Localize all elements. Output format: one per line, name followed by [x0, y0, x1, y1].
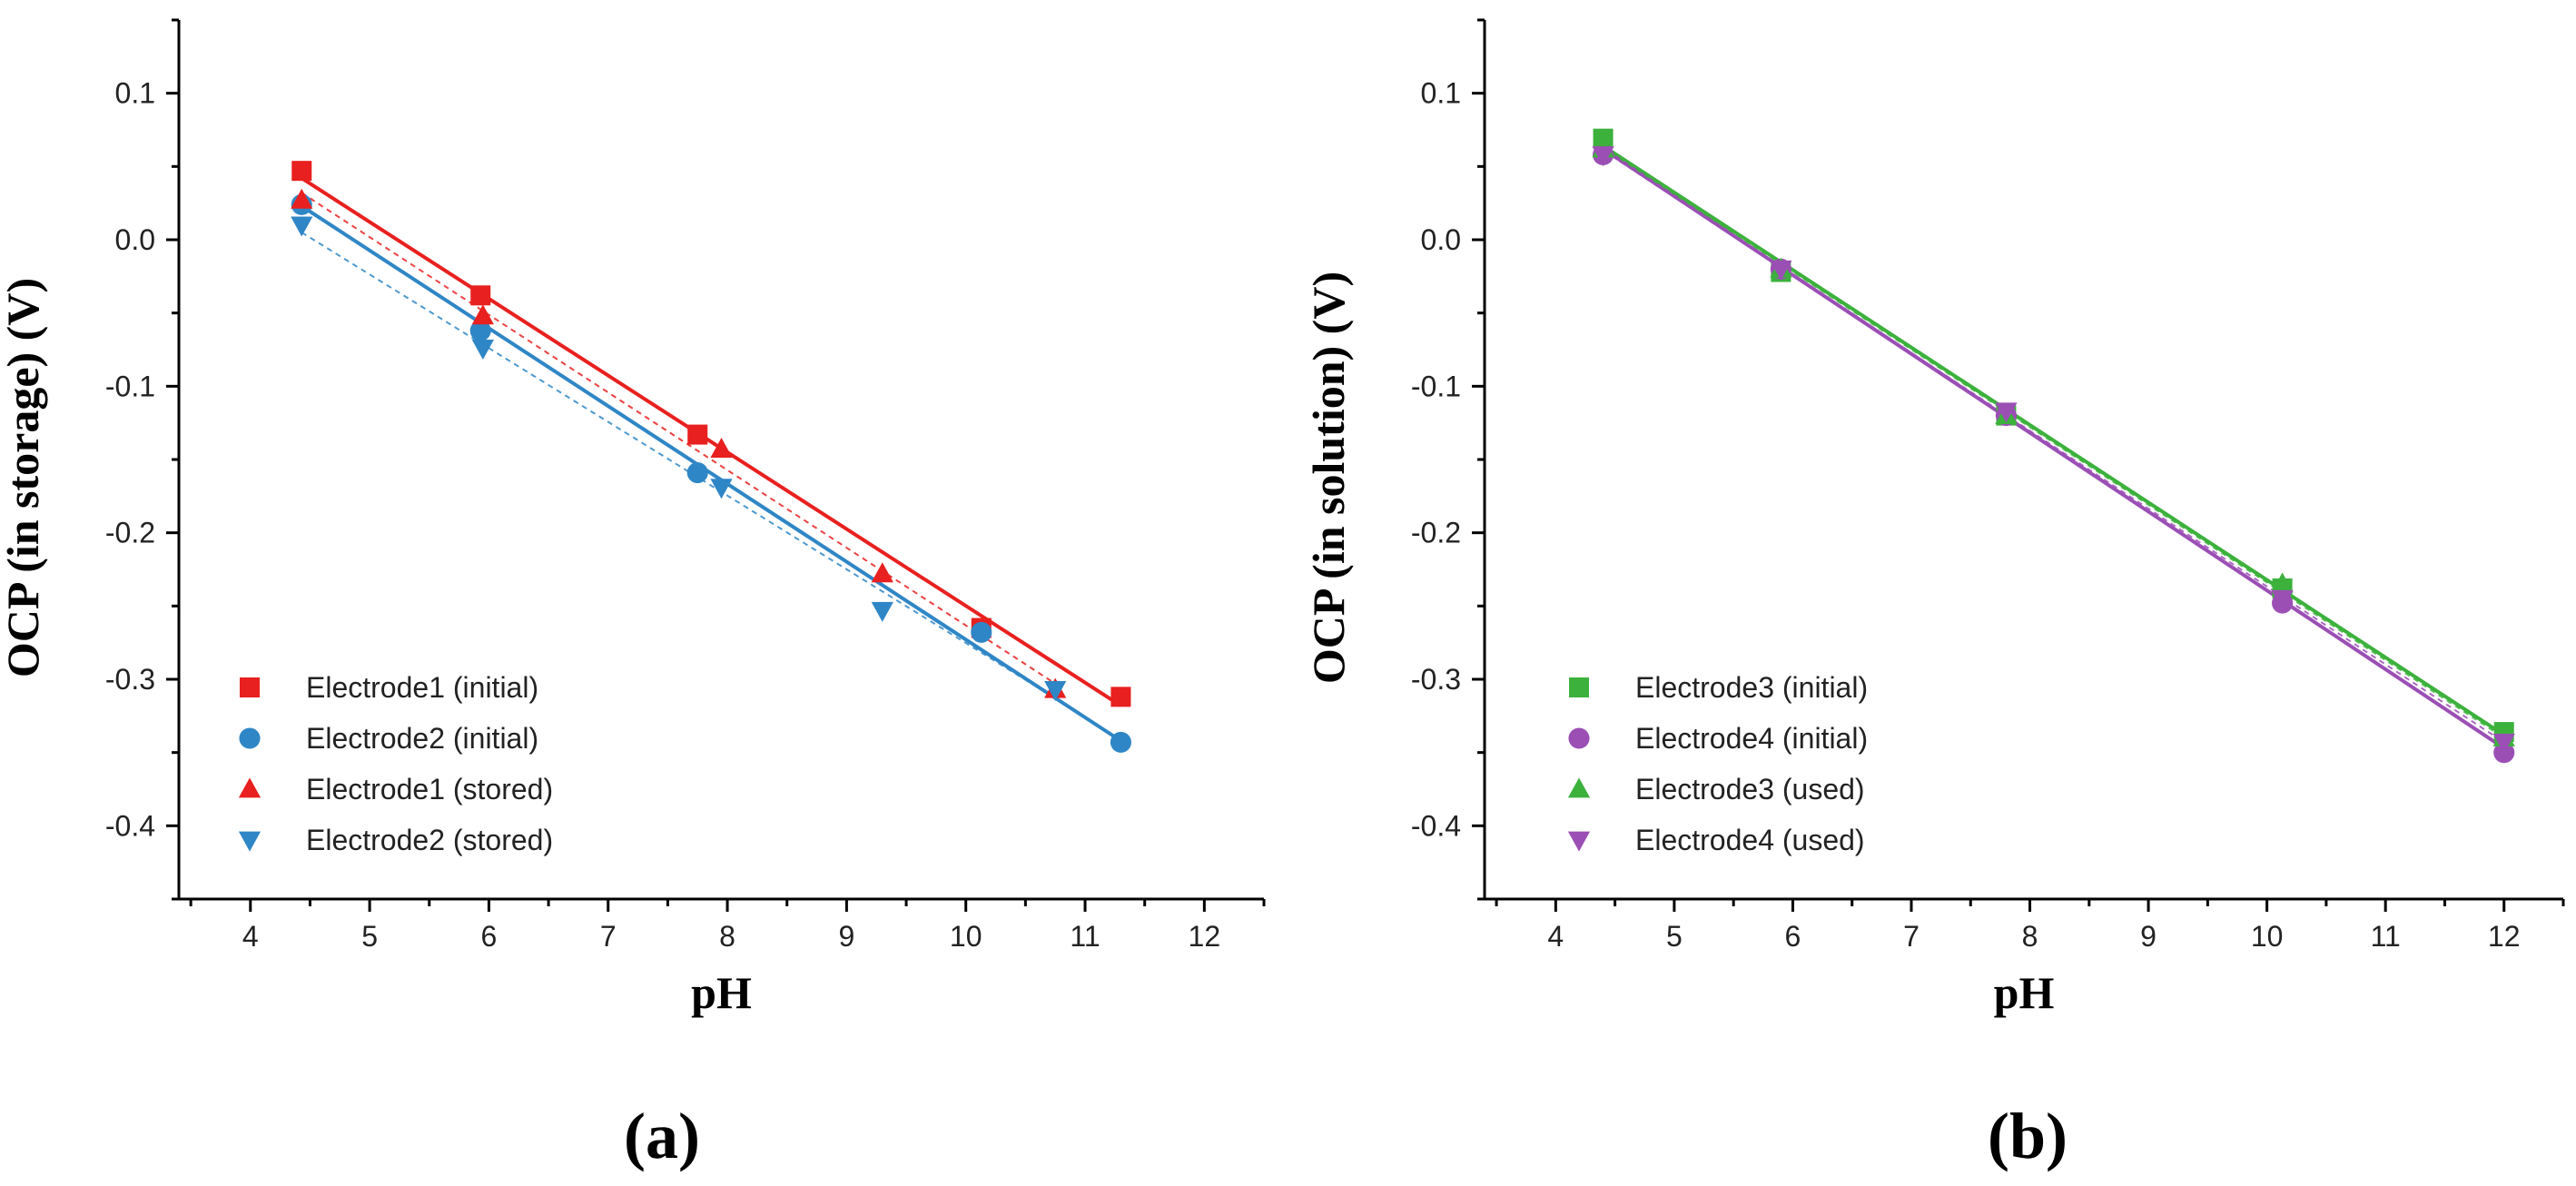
legend-marker — [238, 777, 262, 798]
fit-line — [1603, 149, 2505, 744]
y-tick-label: 0.0 — [1421, 223, 1461, 256]
panel-label: (a) — [624, 1100, 700, 1172]
x-tick-label: 5 — [1666, 920, 1683, 953]
fit-line — [1602, 144, 2505, 736]
legend-label: Electrode3 (used) — [1635, 773, 1865, 805]
x-tick-label: 9 — [2140, 920, 2157, 953]
y-axis-title: OCP (in solution) (V) — [1303, 272, 1354, 684]
fit-line — [301, 192, 1056, 685]
data-point — [1110, 731, 1131, 753]
data-point — [470, 285, 491, 306]
x-tick-label: 7 — [600, 920, 617, 953]
data-point — [871, 601, 893, 622]
legend-marker — [1568, 727, 1590, 749]
legend-marker — [1567, 777, 1591, 798]
x-tick-label: 9 — [838, 920, 854, 953]
data-point — [2271, 572, 2294, 593]
chart-panel-a: 4 5 6 7 8 9 10 11 12 0.1 0.0 -0.1 -0.2 -0.3 -0.4 pH OCP … — [0, 18, 1266, 1172]
legend-label: Electrode2 (stored) — [306, 824, 553, 856]
data-point — [2271, 589, 2294, 610]
fit-line — [301, 204, 1122, 743]
y-tick-label: 0.0 — [115, 223, 155, 256]
data-point — [686, 461, 708, 484]
legend-label: Electrode3 (initial) — [1635, 671, 1868, 704]
legend-label: Electrode4 (used) — [1635, 824, 1865, 856]
x-tick-label: 7 — [1903, 920, 1920, 953]
data-point — [1110, 687, 1131, 707]
y-tick-label: -0.2 — [1411, 517, 1461, 549]
legend-label: Electrode1 (initial) — [306, 671, 538, 704]
y-axis-title: OCP (in storage) (V) — [0, 278, 48, 677]
data-point — [471, 304, 494, 325]
legend-marker — [239, 727, 261, 749]
legend-marker — [238, 831, 262, 852]
data-point — [871, 562, 893, 583]
legend-label: Electrode4 (initial) — [1635, 722, 1868, 755]
data-point — [1770, 260, 1792, 281]
y-tick-label: -0.2 — [105, 517, 155, 549]
data-point — [710, 479, 733, 499]
y-tick-label: 0.1 — [115, 77, 155, 110]
panel-label: (b) — [1988, 1100, 2068, 1172]
data-point — [687, 424, 708, 445]
legend-marker — [240, 677, 260, 697]
data-point — [1044, 680, 1067, 701]
data-point — [291, 216, 313, 237]
data-point — [469, 320, 491, 341]
chart-panel-b: 4 5 6 7 8 9 10 11 12 0.1 0.0 -0.1 -0.2 -0.3 -0.4 pH OCP … — [1303, 18, 2565, 1172]
data-point — [1995, 402, 2018, 423]
legend-marker — [1567, 831, 1591, 852]
x-tick-label: 4 — [242, 920, 259, 953]
y-tick-label: -0.4 — [1411, 809, 1461, 842]
x-axis-title: pH — [691, 967, 752, 1018]
fit-line — [301, 176, 1122, 707]
y-tick-label: -0.4 — [105, 809, 155, 842]
x-tick-label: 8 — [2022, 920, 2038, 953]
data-point — [971, 621, 992, 643]
y-tick-label: -0.1 — [105, 370, 155, 402]
x-tick-label: 10 — [2251, 920, 2284, 953]
fit-line — [301, 232, 1056, 699]
x-tick-label: 5 — [361, 920, 378, 953]
data-point — [291, 161, 312, 182]
legend-label: Electrode2 (initial) — [306, 722, 538, 755]
y-tick-label: -0.3 — [105, 663, 155, 696]
legend-marker — [1569, 677, 1589, 697]
x-tick-label: 12 — [1189, 920, 1221, 953]
x-tick-label: 6 — [1785, 920, 1801, 953]
data-point — [710, 438, 733, 459]
data-point — [2492, 734, 2515, 755]
x-tick-label: 6 — [481, 920, 498, 953]
data-point — [291, 188, 313, 209]
x-tick-label: 4 — [1547, 920, 1564, 953]
y-tick-label: -0.1 — [1411, 370, 1461, 402]
x-tick-label: 11 — [1070, 920, 1100, 953]
data-point — [1592, 146, 1614, 167]
fit-line — [1603, 146, 2505, 739]
legend-label: Electrode1 (stored) — [306, 773, 553, 805]
x-tick-label: 8 — [719, 920, 735, 953]
y-tick-label: 0.1 — [1421, 77, 1461, 110]
x-tick-label: 10 — [950, 920, 982, 953]
data-point — [471, 340, 494, 361]
x-axis-title: pH — [1994, 967, 2055, 1018]
x-tick-label: 11 — [2371, 920, 2401, 953]
fit-line — [1602, 147, 2505, 750]
x-tick-label: 12 — [2488, 920, 2521, 953]
y-tick-label: -0.3 — [1411, 663, 1461, 696]
